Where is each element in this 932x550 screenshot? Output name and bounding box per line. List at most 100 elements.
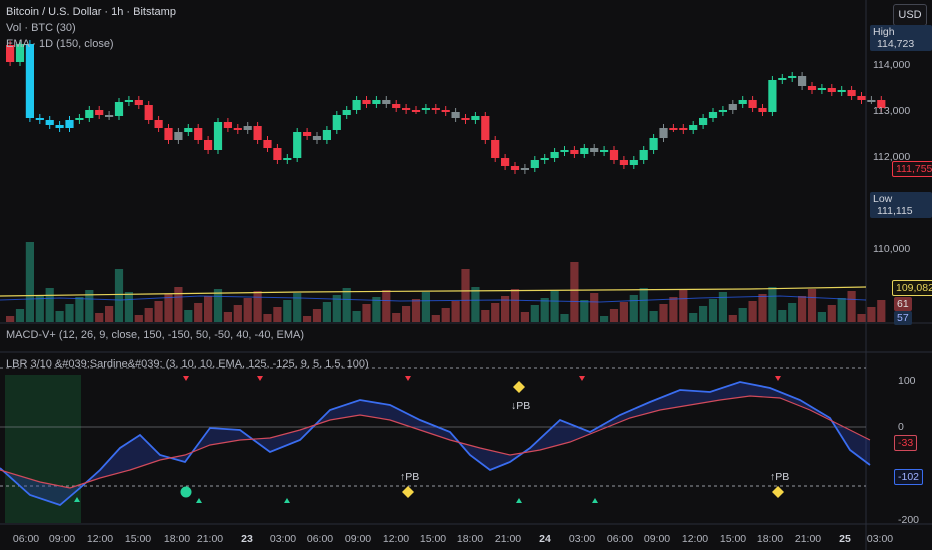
volume-ma-tag: 57: [894, 311, 912, 325]
volume-bar: [827, 305, 836, 322]
volume-bar: [718, 292, 727, 322]
candle: [788, 76, 797, 78]
volume-bar: [45, 288, 54, 322]
candle: [510, 166, 520, 170]
symbol-title[interactable]: Bitcoin / U.S. Dollar · 1h · Bitstamp: [6, 6, 176, 18]
volume-bar: [164, 294, 173, 322]
volume-bar: [530, 305, 539, 322]
candle: [204, 140, 213, 150]
macd-legend[interactable]: MACD-V+ (12, 26, 9, close, 150, -150, 50…: [6, 329, 305, 341]
candle: [15, 44, 25, 62]
volume-bar: [560, 314, 569, 322]
candle: [728, 104, 737, 110]
volume-bar: [174, 287, 183, 322]
candle: [768, 80, 777, 112]
candle: [263, 140, 272, 148]
time-label: 03:00: [269, 533, 297, 545]
ema-legend[interactable]: EMA · 1D (150, close): [6, 38, 114, 50]
candle: [144, 105, 153, 120]
pb-up-label-1: ↑PB: [400, 471, 420, 483]
volume-bar: [461, 269, 470, 322]
time-label: 06:00: [606, 533, 634, 545]
macd-fast-line: [0, 381, 871, 507]
candle: [85, 110, 94, 118]
time-label: 09:00: [643, 533, 671, 545]
candle: [877, 100, 886, 108]
candle: [134, 100, 143, 105]
volume-bar: [758, 294, 767, 322]
volume-bar: [738, 308, 747, 322]
candle: [807, 86, 817, 90]
time-label: 24: [539, 533, 551, 545]
volume-bar: [540, 298, 549, 322]
volume-bar: [590, 293, 599, 322]
candle: [629, 160, 638, 165]
candle: [382, 100, 391, 104]
volume-bar: [728, 315, 737, 322]
volume-bar: [105, 306, 114, 322]
candle: [441, 110, 450, 112]
volume-bar: [303, 316, 312, 322]
volume-bar: [689, 313, 698, 322]
volume-bar: [402, 306, 411, 322]
low-tag: Low 111,115: [870, 192, 932, 218]
volume-bar: [273, 307, 282, 322]
volume-bar: [629, 295, 638, 322]
candle: [65, 120, 74, 128]
volume-bar: [75, 297, 84, 322]
currency-button[interactable]: USD: [893, 4, 927, 26]
candle: [560, 150, 569, 152]
lbr-legend[interactable]: LBR 3/10 &#039;Sardine&#039; (3, 10, 10,…: [6, 358, 369, 370]
candle: [491, 140, 500, 158]
candle: [778, 78, 787, 80]
volume-bar: [352, 311, 361, 322]
volume-bar: [679, 290, 688, 322]
candle: [421, 108, 430, 110]
pb-down-label: ↓PB: [511, 400, 531, 412]
candle: [451, 112, 460, 118]
time-label: 03:00: [866, 533, 894, 545]
candle: [718, 110, 727, 112]
price-label-114000: 114,000: [873, 59, 911, 71]
candle: [303, 132, 312, 136]
candle: [25, 44, 34, 118]
volume-bar: [322, 302, 331, 322]
volume-bar: [600, 316, 609, 322]
candle: [431, 108, 440, 110]
candle: [679, 128, 688, 130]
volume-bar: [501, 296, 510, 322]
volume-bar: [194, 303, 203, 322]
candle: [411, 110, 421, 112]
candle: [649, 138, 658, 150]
candle: [689, 125, 698, 130]
volume-bar: [411, 299, 421, 322]
candle: [194, 128, 203, 140]
volume-bar: [699, 306, 708, 322]
sell-markers: [183, 376, 781, 381]
candle: [6, 45, 15, 62]
candle: [372, 100, 381, 104]
candle: [105, 115, 114, 117]
volume-bar: [778, 310, 787, 322]
volume-legend[interactable]: Vol · BTC (30): [6, 22, 76, 34]
volume-bar: [233, 305, 242, 322]
candle: [243, 126, 252, 130]
volume-bar: [223, 312, 232, 322]
candles: [6, 40, 886, 174]
macd-slow-line: [0, 395, 871, 489]
candle: [600, 150, 609, 152]
buy-markers: [74, 486, 598, 503]
candle: [837, 90, 846, 92]
candle: [550, 152, 559, 158]
volume-bar: [748, 301, 757, 322]
volume-bar: [95, 313, 104, 322]
low-label: Low: [873, 193, 893, 205]
candle: [520, 168, 529, 170]
volume-bar: [421, 292, 430, 322]
volume-bar: [491, 303, 500, 322]
volume-bar: [15, 309, 25, 322]
volume-bar: [649, 311, 658, 322]
volume-bar: [65, 304, 74, 322]
volume-bar: [609, 309, 619, 322]
